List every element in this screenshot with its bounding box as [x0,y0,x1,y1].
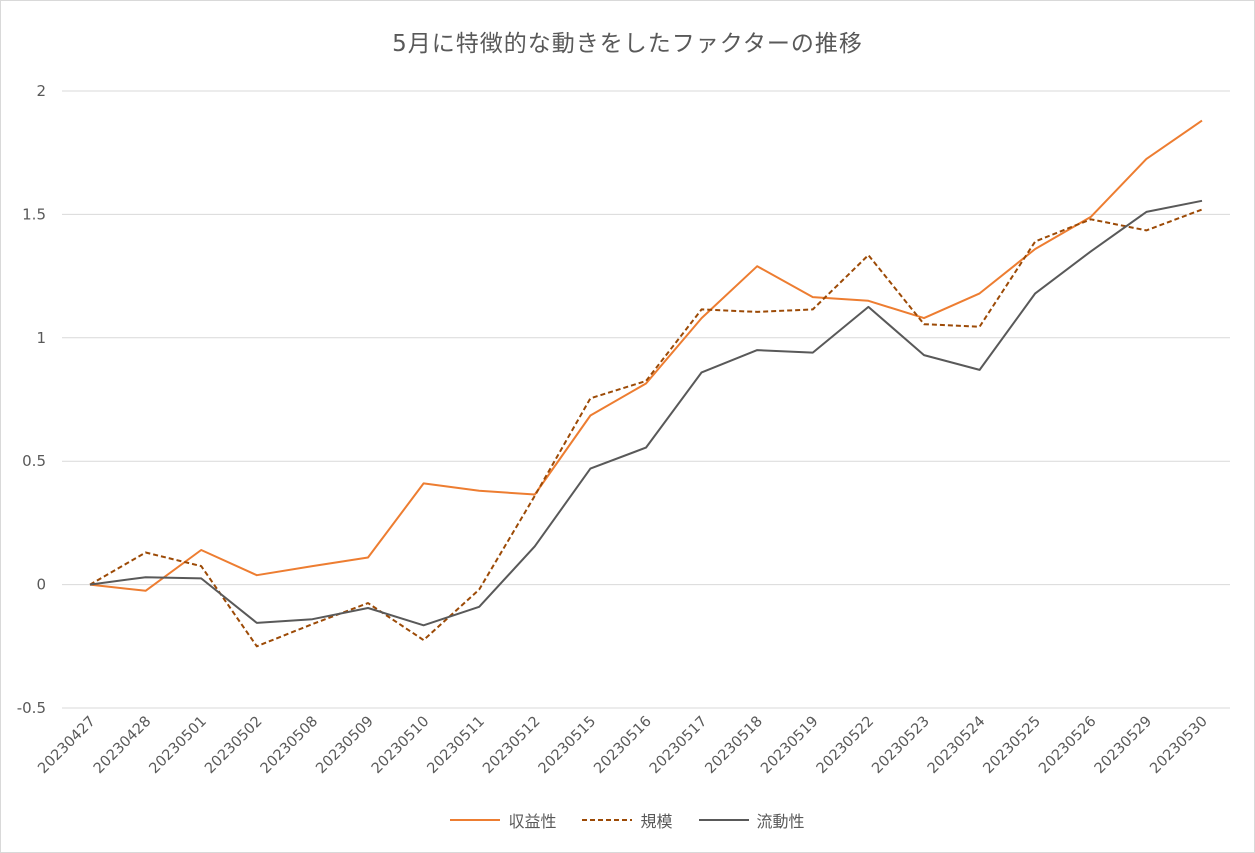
y-axis-ticks: 2 1.5 1 0.5 0 -0.5 [17,82,46,717]
series-lines [89,119,1203,648]
x-axis-ticks: 2023042720230428202305012023050220230508… [35,714,1211,778]
legend-item: 流動性 [698,808,805,832]
x-tick-label: 20230523 [869,714,933,778]
x-tick-label: 20230525 [981,714,1045,778]
x-tick-label: 20230428 [91,714,155,778]
legend: 収益性 規模 流動性 [0,808,1255,832]
x-tick-label: 20230519 [758,714,822,778]
legend-swatch [582,819,633,821]
x-tick-label: 20230515 [536,714,600,778]
legend-label: 規模 [640,812,673,831]
x-tick-label: 20230502 [202,714,266,778]
x-tick-label: 20230526 [1036,714,1100,778]
x-tick-label: 20230517 [647,714,711,778]
y-tick-label: 0 [36,576,46,594]
x-tick-label: 20230511 [425,714,489,778]
x-tick-label: 20230522 [814,714,878,778]
y-tick-label: -0.5 [17,699,46,717]
legend-label: 収益性 [508,812,557,831]
x-tick-label: 20230508 [258,714,322,778]
y-tick-label: 1.5 [22,205,46,223]
y-tick-label: 1 [36,329,46,347]
x-tick-label: 20230509 [313,714,377,778]
series-line-2 [89,208,1203,648]
legend-swatch [450,819,501,821]
x-tick-label: 20230518 [703,714,767,778]
series-line-1 [89,119,1203,592]
x-tick-label: 20230501 [147,714,211,778]
x-tick-label: 20230529 [1092,714,1156,778]
series-line-3 [89,199,1203,627]
x-tick-label: 20230510 [369,714,433,778]
chart-title: 5月に特徴的な動きをしたファクターの推移 [392,31,863,57]
legend-label: 流動性 [756,812,805,831]
x-tick-label: 20230524 [925,714,989,778]
legend-item: 規模 [582,808,673,832]
legend-swatch [698,819,749,821]
y-tick-label: 2 [36,82,46,100]
x-tick-label: 20230427 [35,714,99,778]
x-tick-label: 20230512 [480,714,544,778]
y-tick-label: 0.5 [22,452,46,470]
legend-item: 収益性 [450,808,556,832]
gridlines [62,90,1230,709]
x-tick-label: 20230530 [1147,714,1211,778]
x-tick-label: 20230516 [591,714,655,778]
